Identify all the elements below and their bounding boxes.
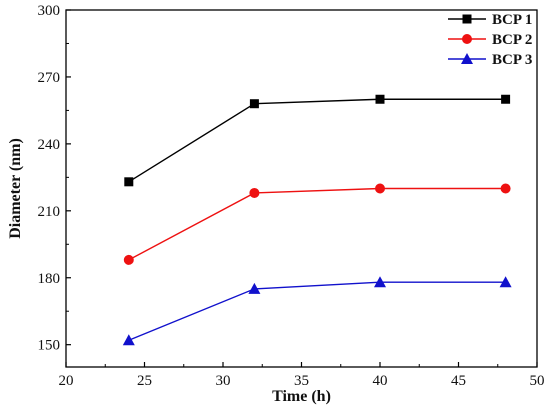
- x-tick-label: 35: [294, 373, 309, 389]
- x-axis-title: Time (h): [272, 388, 331, 405]
- x-tick-label: 30: [216, 373, 231, 389]
- legend-item: BCP 2: [448, 32, 532, 48]
- data-point: [122, 334, 135, 346]
- series-group: [122, 94, 512, 346]
- axes: 20 25 30 35 40 45 50 150 180 210 240 270 300: [38, 3, 545, 389]
- series-line: [128, 187, 506, 261]
- y-tick-label: 270: [38, 70, 61, 86]
- legend-item: BCP 3: [448, 52, 532, 68]
- legend: BCP 1 BCP 2 BCP 3: [448, 12, 532, 68]
- data-point: [123, 254, 134, 265]
- data-point: [501, 94, 511, 104]
- y-tick-label: 300: [38, 3, 61, 19]
- legend-label: BCP 2: [492, 32, 532, 48]
- x-tick-label: 25: [137, 373, 152, 389]
- series-3: [122, 276, 512, 346]
- legend-label: BCP 3: [492, 52, 532, 68]
- data-point: [249, 187, 260, 198]
- series-1: [124, 94, 511, 187]
- y-tick-label: 180: [38, 271, 61, 287]
- data-point: [499, 276, 512, 288]
- legend-marker: [462, 14, 472, 24]
- data-point: [500, 183, 511, 194]
- legend-label: BCP 1: [492, 12, 532, 28]
- data-point: [375, 183, 385, 194]
- data-point: [249, 99, 259, 109]
- series-line: [128, 281, 506, 341]
- y-tick-label: 150: [38, 338, 61, 354]
- x-tick-label: 50: [530, 373, 545, 389]
- data-point: [248, 282, 261, 294]
- legend-marker: [462, 34, 472, 44]
- x-tick-label: 20: [59, 373, 74, 389]
- data-point: [374, 276, 386, 288]
- y-tick-label: 210: [38, 204, 61, 220]
- series-2: [123, 183, 511, 265]
- y-axis-title: Diameter (nm): [7, 138, 24, 239]
- series-line: [128, 98, 506, 183]
- legend-marker: [461, 53, 473, 64]
- legend-item: BCP 1: [448, 12, 532, 28]
- x-tick-label: 40: [373, 373, 388, 389]
- y-tick-label: 240: [38, 137, 61, 153]
- x-tick-label: 45: [451, 373, 466, 389]
- data-point: [375, 94, 385, 104]
- data-point: [124, 177, 134, 187]
